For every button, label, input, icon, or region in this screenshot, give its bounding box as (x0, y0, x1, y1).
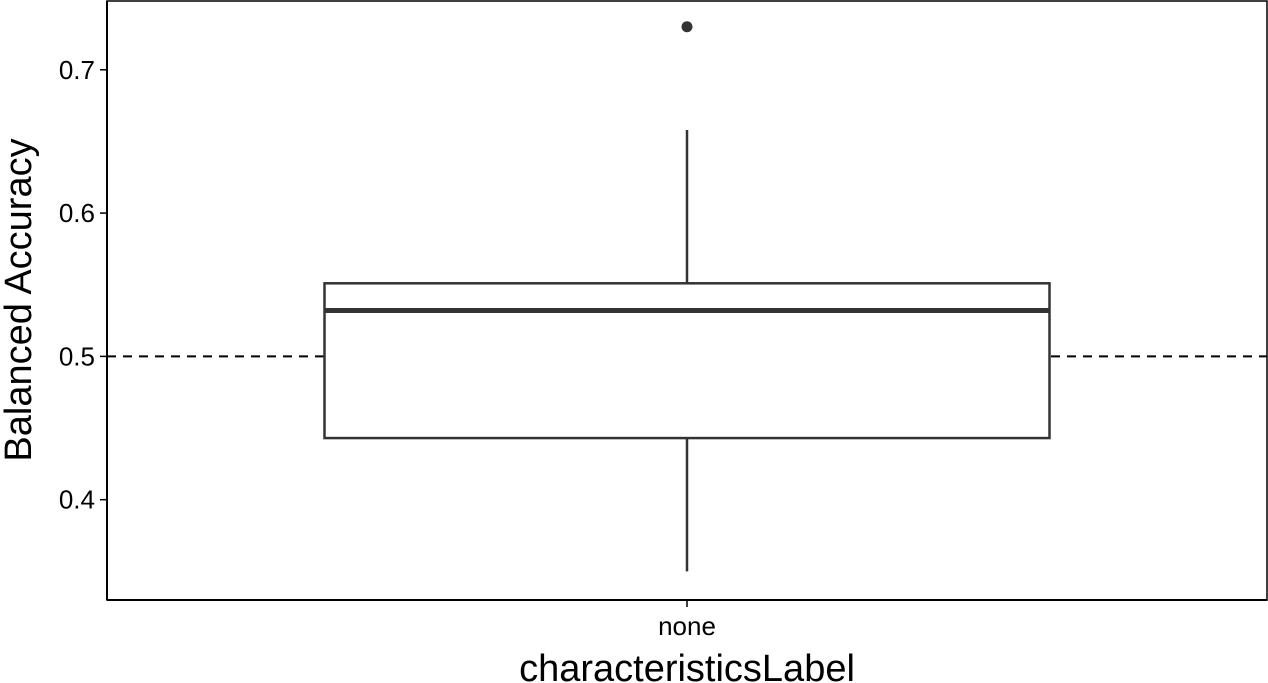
y-tick-label: 0.7 (59, 55, 95, 85)
y-axis-title: Balanced Accuracy (0, 138, 40, 461)
box-layer (323, 21, 1051, 572)
box-iqr (323, 282, 1051, 440)
outlier-point (681, 21, 693, 33)
axis-layer: 0.4 0.5 0.6 0.7 none (59, 1, 1267, 641)
y-tick-label: 0.5 (59, 341, 95, 371)
x-tick-label: none (658, 611, 716, 641)
y-tick-label: 0.4 (59, 485, 95, 515)
x-axis-title: characteristicsLabel (519, 648, 855, 683)
y-tick-label: 0.6 (59, 198, 95, 228)
